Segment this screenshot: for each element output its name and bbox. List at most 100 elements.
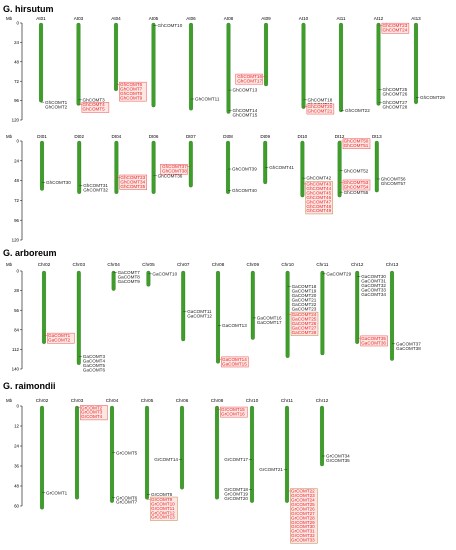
- axis-tick-label: 28: [14, 288, 19, 293]
- chromosome-bar: [216, 270, 220, 364]
- axis-tick-label: 36: [14, 464, 19, 469]
- gene-label: GrCOMT32: [291, 533, 315, 538]
- gene-label: GhCOMT2: [45, 104, 68, 109]
- axis-tick-label: 56: [14, 308, 19, 313]
- gene-label: GaCOMT13: [222, 323, 247, 328]
- gene-label: GhCOMT15: [233, 112, 258, 117]
- gene-label: GrCOMT20: [224, 496, 248, 501]
- gene-label: GhCOMT14: [233, 108, 258, 113]
- gene-label: GrCOMT14: [154, 457, 178, 462]
- chromosome-label: Chr11: [281, 398, 294, 403]
- chromosome-label: Chr09: [247, 262, 260, 267]
- gene-label: GhCOMT34: [120, 179, 145, 184]
- chromosome-label: Dt07: [186, 134, 196, 139]
- gene-label: GrCOMT11: [151, 506, 175, 511]
- duplication-box: [290, 488, 318, 544]
- gene-label: GrCOMT4: [81, 414, 103, 419]
- gene-label: GhCOMT56: [381, 177, 406, 182]
- chromosome-bar: [374, 140, 379, 193]
- duplication-box: [290, 311, 319, 336]
- chromosome-label: Chr04: [106, 398, 119, 403]
- chromosome-label: Chr08: [212, 262, 225, 267]
- axis-tick-label: 96: [14, 98, 19, 103]
- gene-label: GhCOMT10: [158, 23, 183, 28]
- duplication-box: [119, 81, 147, 102]
- gene-label: GrCOMT19: [224, 491, 248, 496]
- duplication-box: [235, 73, 263, 85]
- chromosome-bar: [189, 22, 193, 111]
- chromosome-label: Dt04: [112, 134, 122, 139]
- gene-label: GrCOMT34: [326, 454, 350, 459]
- axis-tick-label: 140: [12, 367, 20, 372]
- gene-label: GhCOMT55: [344, 190, 369, 195]
- chromosome-bar: [320, 405, 324, 467]
- axis-tick-label: 120: [12, 238, 20, 243]
- duplication-box: [160, 164, 188, 175]
- gene-label: GaCOMT22: [292, 302, 317, 307]
- chromosome-bar: [76, 270, 81, 365]
- gene-label: GaCOMT16: [257, 316, 282, 321]
- axis-tick-label: 0: [17, 404, 20, 409]
- chromosome-label: At05: [149, 16, 159, 21]
- chromosome-label: Chr06: [176, 398, 189, 403]
- chromosome-bar: [226, 22, 231, 114]
- gene-label: GaCOMT32: [361, 283, 386, 288]
- gene-label: GrCOMT5: [116, 450, 138, 455]
- gene-label: GrCOMT10: [151, 501, 175, 506]
- chromosome-label: Chr12: [351, 262, 364, 267]
- gene-label: GhCOMT33: [120, 175, 145, 180]
- axis-tick-label: 24: [14, 40, 19, 45]
- chromosome-bar: [188, 140, 193, 188]
- gene-label: GhCOMT25: [383, 87, 408, 92]
- chromosome-bar: [76, 22, 81, 106]
- gene-label: GaCOMT35: [361, 336, 386, 341]
- chromosome-label: At03: [74, 16, 84, 21]
- gene-label: GaCOMT38: [396, 346, 421, 351]
- gene-label: GrCOMT23: [291, 493, 315, 498]
- gene-label: GrCOMT8: [151, 492, 173, 497]
- gene-label: GrCOMT18: [224, 487, 248, 492]
- chromosome-bar: [151, 140, 156, 194]
- gene-label: GhCOMT52: [344, 168, 369, 173]
- chromosome-label: At06: [186, 16, 196, 21]
- chromosome-row: Mb 0 12 24 36 48 60 Chr02 Chr03 Chr04 Chr05 Chr06 Ch…: [6, 398, 350, 544]
- axis-unit-label: Mb: [6, 398, 13, 403]
- chromosome-label: Chr04: [107, 262, 120, 267]
- gene-label: GhCOMT46: [306, 195, 331, 200]
- gene-label: GaCOMT27: [292, 325, 317, 330]
- duplication-box: [150, 496, 178, 521]
- gene-label: GhCOMT1: [45, 100, 68, 105]
- gene-label: GaCOMT21: [292, 297, 317, 302]
- chromosome-bar: [414, 22, 418, 104]
- axis-tick-label: 24: [14, 444, 19, 449]
- gene-label: GaCOMT9: [118, 279, 141, 284]
- gene-label: GrCOMT27: [291, 511, 315, 516]
- chromosome-bar: [226, 140, 230, 194]
- gene-label: GrCOMT22: [291, 489, 315, 494]
- chromosome-bar: [300, 140, 305, 198]
- chromosome-label: At01: [36, 16, 46, 21]
- chromosome-label: Chr05: [142, 262, 155, 267]
- chromosome-bar: [114, 22, 118, 92]
- chromosome-bar: [337, 140, 342, 198]
- gene-label: GhCOMT17: [237, 78, 262, 83]
- axis-tick-label: 12: [14, 424, 19, 429]
- gene-label: GaCOMT3: [83, 354, 106, 359]
- gene-label: GhCOMT32: [83, 188, 108, 193]
- axis-tick-label: 24: [14, 158, 19, 163]
- gene-label: GhCOMT7: [120, 86, 143, 91]
- gene-label: GrCOMT12: [151, 510, 175, 515]
- chromosome-bar: [42, 270, 46, 344]
- gene-label: GaCOMT8: [118, 274, 141, 279]
- chromosome-bar: [215, 405, 219, 500]
- duplication-box: [81, 102, 110, 113]
- gene-label: GhCOMT53: [344, 180, 369, 185]
- axis-tick-label: 84: [14, 327, 19, 332]
- chromosome-label: Chr12: [316, 398, 329, 403]
- gene-label: GrCOMT35: [326, 458, 350, 463]
- gene-label: GaCOMT1: [48, 333, 71, 338]
- chromosome-label: Chr03: [73, 262, 86, 267]
- gene-label: GaCOMT2: [48, 337, 71, 342]
- chromosome-bar: [264, 22, 268, 87]
